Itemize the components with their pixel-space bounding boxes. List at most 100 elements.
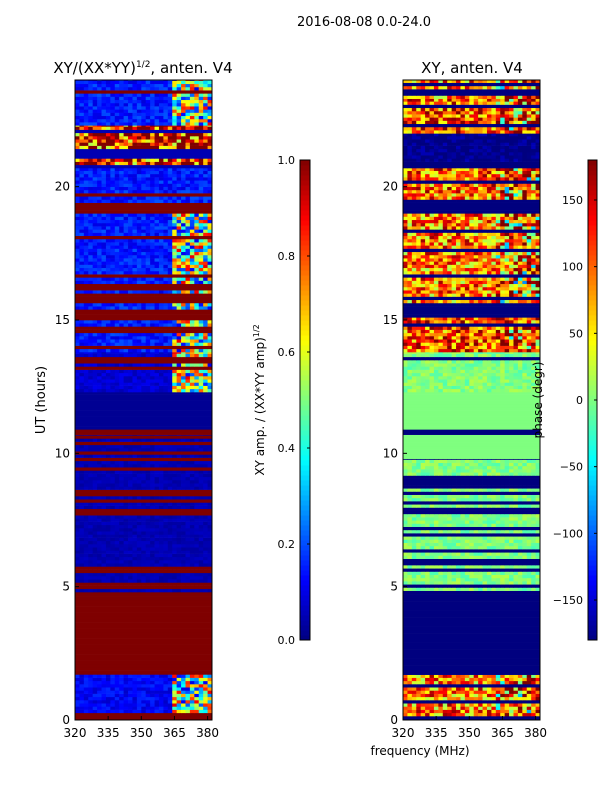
- amp-cell: [132, 506, 137, 510]
- amp-cell: [199, 133, 204, 137]
- amp-cell: [79, 330, 84, 334]
- amp-cell: [88, 544, 93, 548]
- amp-cell: [150, 183, 155, 187]
- amp-cell: [146, 287, 151, 291]
- amp-cell: [88, 106, 93, 110]
- amp-cell: [84, 570, 89, 574]
- amp-cell: [163, 97, 168, 101]
- amp-cell: [132, 293, 137, 297]
- amp-cell: [177, 330, 182, 334]
- amp-cell: [128, 81, 133, 85]
- amp-cell: [115, 293, 120, 297]
- amp-cell: [106, 149, 111, 153]
- amp-cell: [115, 165, 120, 169]
- amp-cell: [163, 509, 168, 513]
- amp-cell: [194, 155, 199, 159]
- amp-cell: [128, 142, 133, 146]
- amp-cell: [168, 674, 173, 678]
- amp-cell: [194, 547, 199, 551]
- amp-cell: [110, 146, 115, 150]
- amp-cell: [106, 684, 111, 688]
- amp-cell: [128, 293, 133, 297]
- amp-cell: [155, 690, 160, 694]
- amp-cell: [115, 354, 120, 358]
- amp-cell: [203, 360, 208, 364]
- amp-cell: [190, 490, 195, 494]
- amp-cell: [128, 496, 133, 500]
- amp-cell: [146, 281, 151, 285]
- amp-cell: [84, 360, 89, 364]
- amp-cell: [203, 438, 208, 442]
- amp-cell: [124, 442, 129, 446]
- amp-cell: [88, 100, 93, 104]
- amp-cell: [97, 84, 102, 88]
- amp-cell: [190, 139, 195, 143]
- amp-cell: [115, 233, 120, 237]
- amp-cell: [150, 366, 155, 370]
- amp-cell: [132, 690, 137, 694]
- amp-cell: [141, 531, 146, 535]
- amp-cell: [155, 694, 160, 698]
- amp-cell: [88, 579, 93, 583]
- amp-cell: [132, 366, 137, 370]
- amp-cell: [163, 336, 168, 340]
- amp-cell: [163, 470, 168, 474]
- amp-cell: [141, 287, 146, 291]
- amp-cell: [97, 474, 102, 478]
- amp-cell: [106, 550, 111, 554]
- amp-cell: [146, 342, 151, 346]
- amp-cell: [172, 152, 177, 156]
- amp-cell: [97, 177, 102, 181]
- amp-cell: [163, 357, 168, 361]
- amp-cell: [177, 223, 182, 227]
- amp-cell: [146, 326, 151, 330]
- amp-cell: [79, 582, 84, 586]
- amp-cell: [203, 119, 208, 123]
- amp-cell: [102, 570, 107, 574]
- amp-cell: [88, 258, 93, 262]
- amp-cell: [141, 386, 146, 390]
- amp-cell: [132, 162, 137, 166]
- amp-cell: [137, 710, 142, 714]
- amp-cell: [150, 474, 155, 478]
- amp-cell: [172, 713, 177, 717]
- amp-cell: [203, 379, 208, 383]
- amp-cell: [93, 233, 98, 237]
- amp-cell: [199, 467, 204, 471]
- amp-cell: [190, 493, 195, 497]
- amp-cell: [146, 522, 151, 526]
- amp-cell: [79, 217, 84, 221]
- amp-cell: [155, 706, 160, 710]
- amp-cell: [194, 213, 199, 217]
- amp-cell: [124, 376, 129, 380]
- amp-cell: [185, 531, 190, 535]
- amp-cell: [203, 142, 208, 146]
- amp-cell: [128, 684, 133, 688]
- amp-cell: [203, 573, 208, 577]
- amp-cell: [115, 190, 120, 194]
- amp-cell: [115, 570, 120, 574]
- amp-cell: [203, 522, 208, 526]
- amp-cell: [124, 326, 129, 330]
- amp-cell: [75, 245, 80, 249]
- amp-cell: [190, 261, 195, 265]
- amp-cell: [141, 694, 146, 698]
- amp-cell: [177, 703, 182, 707]
- amp-cell: [97, 199, 102, 203]
- amp-cell: [102, 509, 107, 513]
- amp-cell: [172, 333, 177, 337]
- amp-cell: [132, 90, 137, 94]
- amp-cell: [177, 306, 182, 310]
- amp-cell: [155, 265, 160, 269]
- amp-cell: [84, 109, 89, 113]
- amp-cell: [124, 509, 129, 513]
- amp-cell: [110, 589, 115, 593]
- amp-cell: [75, 217, 80, 221]
- amp-cell: [172, 354, 177, 358]
- amp-cell: [84, 376, 89, 380]
- amp-cell: [79, 490, 84, 494]
- amp-cell: [97, 389, 102, 393]
- amp-cell: [132, 242, 137, 246]
- amp-cell: [115, 560, 120, 564]
- amp-cell: [168, 710, 173, 714]
